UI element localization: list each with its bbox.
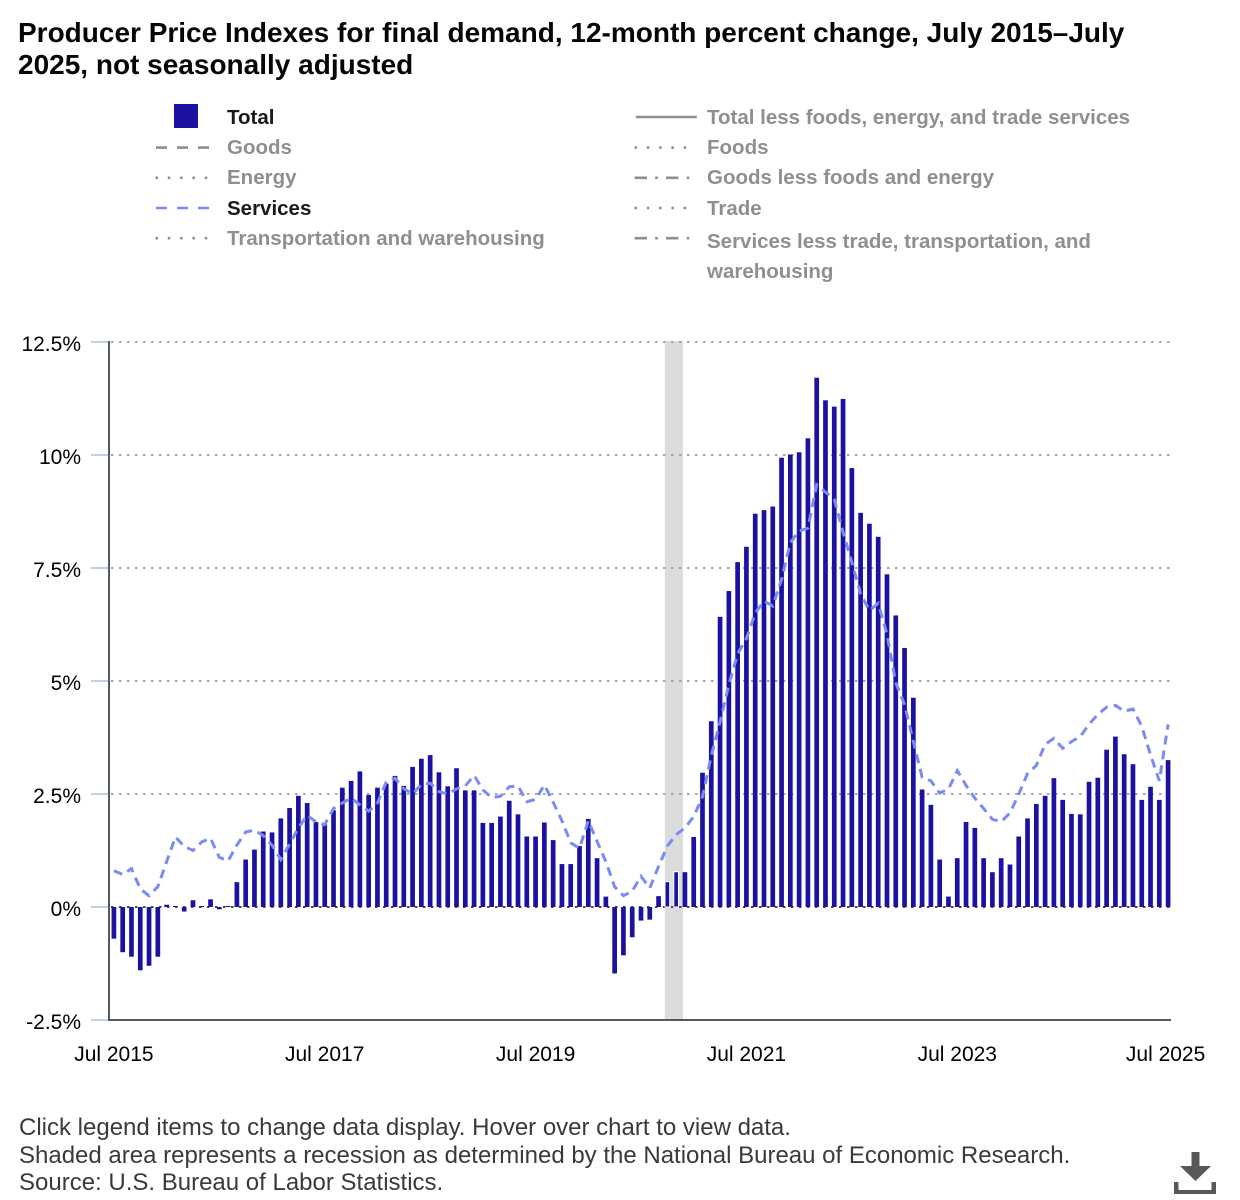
svg-text:Jul 2025: Jul 2025	[1126, 1043, 1205, 1066]
svg-text:Jul 2017: Jul 2017	[285, 1043, 364, 1066]
svg-text:Jul 2019: Jul 2019	[496, 1043, 575, 1066]
svg-text:0%: 0%	[51, 898, 81, 921]
svg-text:Jul 2023: Jul 2023	[918, 1043, 997, 1066]
svg-text:-2.5%: -2.5%	[26, 1011, 81, 1034]
svg-text:10%: 10%	[39, 446, 81, 469]
svg-text:Jul 2015: Jul 2015	[74, 1043, 153, 1066]
svg-text:12.5%: 12.5%	[21, 333, 81, 356]
svg-text:5%: 5%	[51, 672, 81, 695]
svg-text:7.5%: 7.5%	[33, 559, 81, 582]
svg-text:Jul 2021: Jul 2021	[707, 1043, 786, 1066]
svg-text:2.5%: 2.5%	[33, 785, 81, 808]
